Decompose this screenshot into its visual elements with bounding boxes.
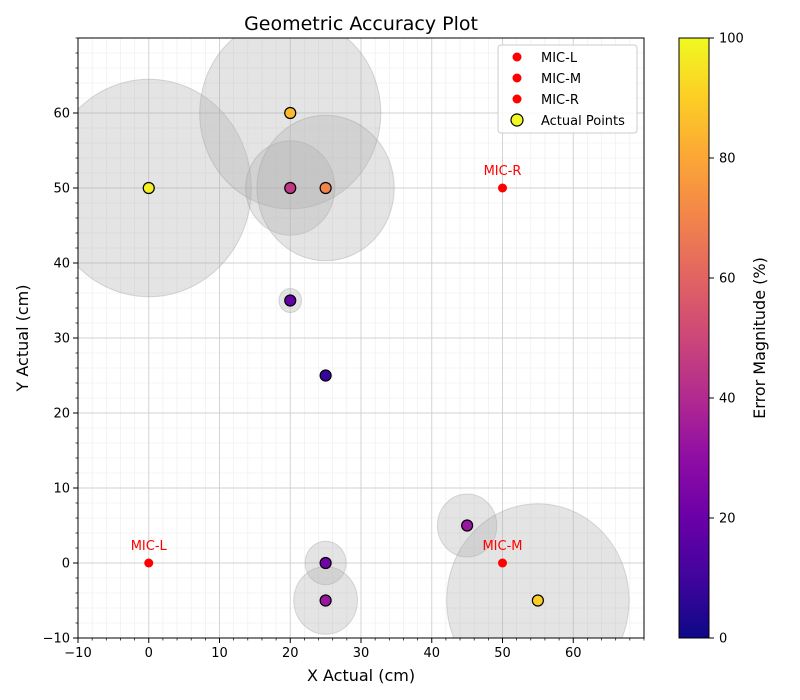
x-tick-label: 20: [282, 646, 299, 661]
error-circle: [199, 38, 382, 210]
actual-point: [284, 106, 297, 120]
error-circles: [78, 38, 630, 638]
mic-label: MIC-L: [131, 539, 168, 554]
colorbar-ticks: 0 20 40 60 80 100: [709, 32, 744, 647]
legend-label-mic-l: MIC-L: [541, 51, 578, 66]
legend-label-actual-points: Actual Points: [541, 114, 625, 129]
colorbar-tick-label: 80: [719, 152, 736, 167]
y-tick-label: 60: [53, 107, 70, 122]
y-axis: −10 0 10 20 30 40 50 60: [43, 37, 78, 647]
legend-marker-mic-m: [512, 73, 522, 83]
mic-marker: [498, 558, 507, 568]
colorbar: 0 20 40 60 80 100 Error Magnitude (%): [678, 32, 769, 647]
x-tick-label: 0: [145, 646, 153, 661]
colorbar-label: Error Magnitude (%): [750, 257, 769, 419]
mic-marker: [144, 558, 154, 568]
y-tick-label: 0: [62, 557, 70, 572]
legend-marker-mic-r: [512, 94, 522, 104]
error-circle: [78, 78, 252, 298]
x-axis: −10 0 10 20 30 40 50 60: [64, 638, 645, 661]
legend-label-mic-m: MIC-M: [541, 72, 581, 87]
major-grid: [77, 38, 644, 639]
actual-point: [461, 519, 474, 532]
actual-point: [319, 181, 332, 195]
legend-marker-actual-points: [510, 113, 524, 127]
y-tick-label: 30: [53, 332, 70, 347]
x-tick-label: 10: [211, 646, 228, 661]
legend-box: [497, 44, 638, 134]
actual-point: [284, 294, 297, 307]
y-tick-label: 10: [53, 482, 70, 497]
chart-title: Geometric Accuracy Plot: [244, 13, 478, 35]
colorbar-tick-label: 100: [719, 32, 744, 47]
colorbar-tick-label: 40: [719, 392, 736, 407]
y-axis-label: Y Actual (cm): [13, 285, 32, 393]
y-tick-label: 40: [53, 257, 70, 272]
colorbar-tick-label: 20: [719, 512, 736, 527]
microphones: MIC-L MIC-M MIC-R: [131, 164, 523, 568]
y-tick-label: 50: [53, 182, 70, 197]
legend: MIC-L MIC-M MIC-R Actual Points: [497, 44, 638, 134]
x-tick-label: 60: [565, 646, 582, 661]
x-tick-label: 30: [353, 646, 370, 661]
colorbar-tick-label: 0: [719, 632, 727, 647]
x-tick-label: 50: [494, 646, 511, 661]
colorbar-tick-label: 60: [719, 272, 736, 287]
actual-point: [531, 594, 544, 607]
x-tick-label: 40: [423, 646, 440, 661]
mic-label: MIC-M: [482, 539, 522, 554]
actual-point: [319, 594, 332, 607]
error-circle: [446, 503, 630, 638]
actual-points: [142, 106, 544, 607]
mic-label: MIC-R: [484, 164, 522, 179]
actual-point: [142, 181, 155, 195]
actual-point: [284, 181, 297, 195]
y-tick-label: 20: [53, 407, 70, 422]
y-tick-label: −10: [43, 632, 70, 647]
x-tick-label: −10: [64, 646, 91, 661]
mic-marker: [498, 183, 507, 193]
actual-point: [319, 369, 332, 382]
actual-point: [319, 556, 332, 570]
x-axis-label: X Actual (cm): [307, 666, 415, 685]
legend-label-mic-r: MIC-R: [541, 93, 579, 108]
colorbar-gradient: [678, 37, 710, 639]
legend-marker-mic-l: [512, 52, 522, 62]
